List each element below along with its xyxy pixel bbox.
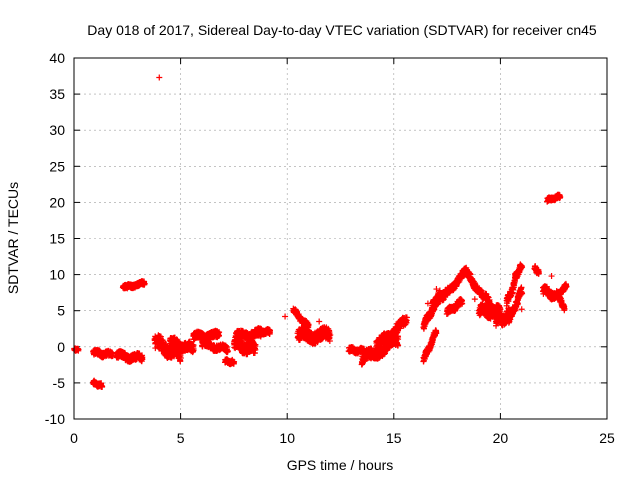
chart-title: Day 018 of 2017, Sidereal Day-to-day VTE… [87,22,597,38]
data-point [98,382,105,389]
data-point [215,332,222,339]
data-point [327,331,334,338]
x-tick-label: 10 [279,430,295,446]
y-tick-label: 10 [49,267,65,283]
data-point [177,358,184,365]
data-point [189,343,196,350]
data-point [190,347,197,354]
data-point [433,327,440,334]
y-tick-label: 5 [57,303,65,319]
y-tick-label: 25 [49,158,65,174]
data-point [518,284,525,291]
data-point [459,300,466,307]
data-point [222,343,229,350]
x-tick-label: 25 [599,430,615,446]
y-tick-label: 20 [49,194,65,210]
data-point [99,383,106,390]
x-tick-labels: 0 5 10 15 20 25 [70,430,615,446]
y-tick-labels: -10 -5 0 5 10 15 20 25 30 35 40 [45,50,65,427]
data-point [518,263,525,270]
x-tick-label: 5 [177,430,185,446]
y-tick-label: -5 [53,375,66,391]
data-point [519,290,526,297]
y-tick-label: -10 [45,411,65,427]
data-point [403,314,410,321]
data-point [224,348,231,355]
x-tick-label: 15 [386,430,402,446]
y-tick-label: 15 [49,231,65,247]
data-point [141,280,148,287]
x-tick-label: 20 [493,430,509,446]
data-point [252,346,259,353]
data-point [395,342,402,349]
x-tick-label: 0 [70,430,78,446]
data-point [535,268,542,275]
y-tick-label: 40 [49,50,65,66]
y-tick-label: 35 [49,86,65,102]
data-points [71,74,570,390]
data-point [403,319,410,326]
data-point [75,347,82,354]
y-tick-label: 0 [57,339,65,355]
y-tick-label: 30 [49,122,65,138]
data-point [177,355,184,362]
data-point [230,360,237,367]
data-point [139,355,146,362]
data-point [266,329,273,336]
grid-lines [74,58,607,419]
data-point [561,307,568,314]
